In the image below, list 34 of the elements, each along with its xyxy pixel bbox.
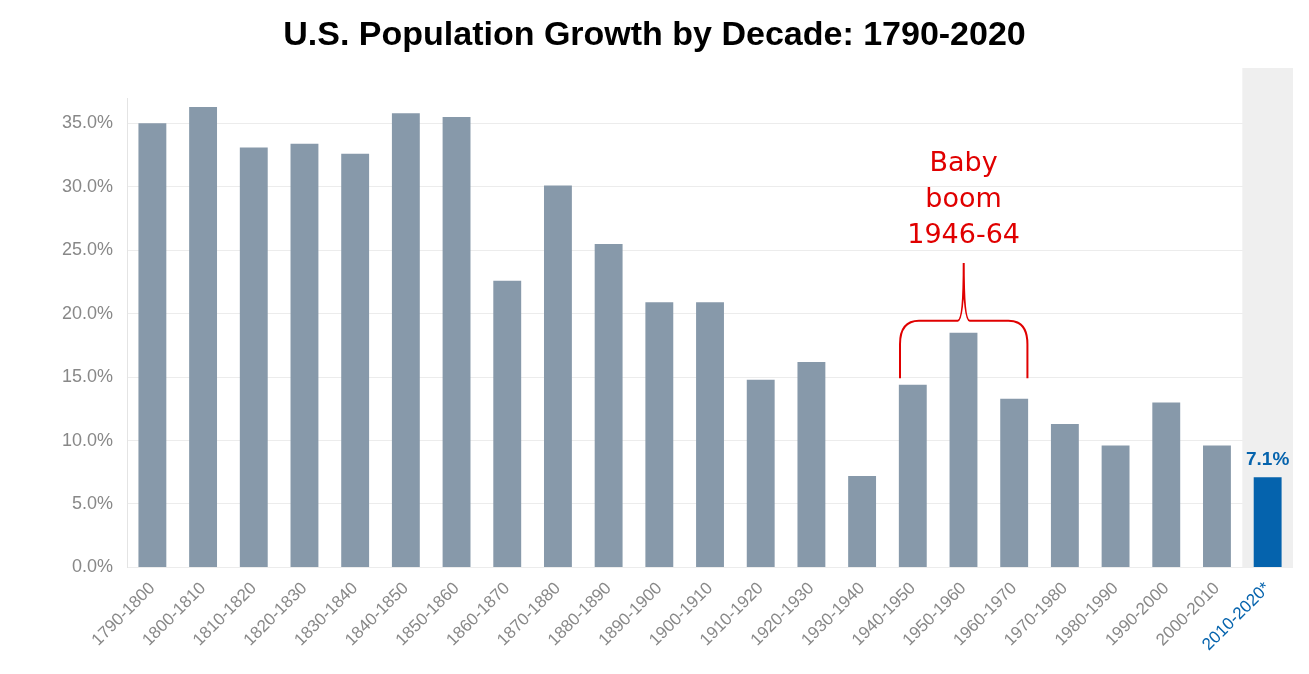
bar xyxy=(1101,445,1130,567)
bar xyxy=(1152,402,1181,567)
data-label: 7.1% xyxy=(1246,448,1290,470)
y-tick-label: 10.0% xyxy=(61,429,114,450)
y-tick-label: 35.0% xyxy=(61,112,114,133)
y-tick-label: 25.0% xyxy=(61,239,114,260)
bar xyxy=(1050,424,1079,567)
bar xyxy=(1000,398,1029,567)
bar xyxy=(341,153,370,567)
y-tick-label: 5.0% xyxy=(72,492,114,513)
bar xyxy=(544,185,572,567)
bar xyxy=(1203,445,1231,567)
annotation: Baby boom 1946-64 xyxy=(906,146,1021,252)
chart-title: U.S. Population Growth by Decade: 1790-2020 xyxy=(282,13,1027,54)
bar xyxy=(696,302,724,567)
bar xyxy=(391,113,420,567)
bar xyxy=(746,379,775,567)
bar xyxy=(1253,477,1282,567)
bar xyxy=(898,384,927,567)
bar xyxy=(645,302,674,567)
y-tick-label: 0.0% xyxy=(72,556,114,577)
bar xyxy=(594,243,623,567)
bar xyxy=(442,117,471,567)
bar xyxy=(290,143,319,567)
y-tick-label: 20.0% xyxy=(61,302,114,323)
bar xyxy=(189,106,218,567)
y-tick-label: 30.0% xyxy=(61,175,114,196)
bar xyxy=(848,476,877,567)
bar xyxy=(239,147,268,567)
y-tick-label: 15.0% xyxy=(61,366,114,387)
bar xyxy=(797,361,826,567)
bar xyxy=(493,280,522,567)
bar xyxy=(138,123,167,567)
bar xyxy=(949,332,978,567)
